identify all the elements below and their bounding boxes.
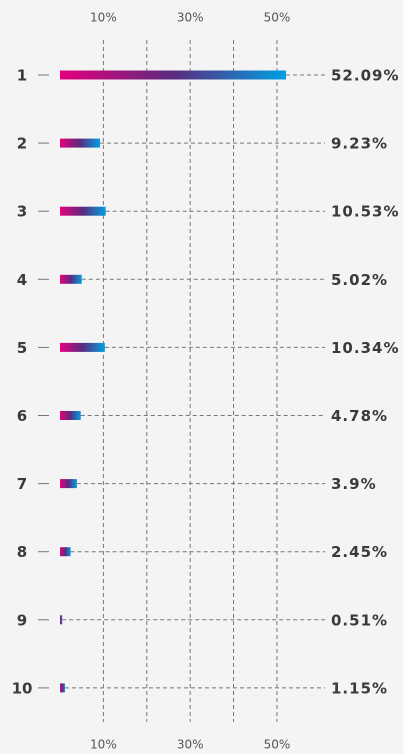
value-label: 10.53% (331, 203, 399, 221)
category-label: 10 (12, 679, 33, 697)
bar (60, 479, 77, 489)
bar (60, 547, 71, 557)
bar (60, 274, 82, 284)
category-label: 9 (17, 611, 27, 629)
value-label: 52.09% (331, 67, 399, 85)
category-label: 2 (17, 135, 27, 153)
bar (60, 683, 65, 693)
x-tick-label-top: 30% (177, 11, 204, 25)
category-label: 1 (17, 67, 27, 85)
x-tick-label-bottom: 50% (264, 738, 291, 752)
category-label: 3 (17, 203, 27, 221)
category-label: 8 (17, 543, 27, 561)
category-label: 5 (17, 339, 27, 357)
x-tick-label-bottom: 30% (177, 738, 204, 752)
x-tick-label-top: 50% (264, 11, 291, 25)
value-label: 3.9% (331, 475, 377, 493)
category-label: 4 (17, 271, 27, 289)
value-label: 1.15% (331, 679, 388, 697)
x-tick-label-bottom: 10% (90, 738, 117, 752)
bar (60, 615, 63, 625)
value-label: 0.51% (331, 611, 388, 629)
value-label: 5.02% (331, 271, 388, 289)
bar (60, 206, 106, 216)
value-label: 9.23% (331, 135, 388, 153)
value-label: 2.45% (331, 543, 388, 561)
bar (60, 342, 105, 352)
value-label: 10.34% (331, 339, 399, 357)
category-label: 6 (17, 407, 27, 425)
bar (60, 411, 81, 420)
category-label: 7 (17, 475, 27, 493)
bar (60, 70, 287, 80)
x-tick-label-top: 10% (90, 11, 117, 25)
value-label: 4.78% (331, 407, 388, 425)
bar (60, 138, 101, 148)
